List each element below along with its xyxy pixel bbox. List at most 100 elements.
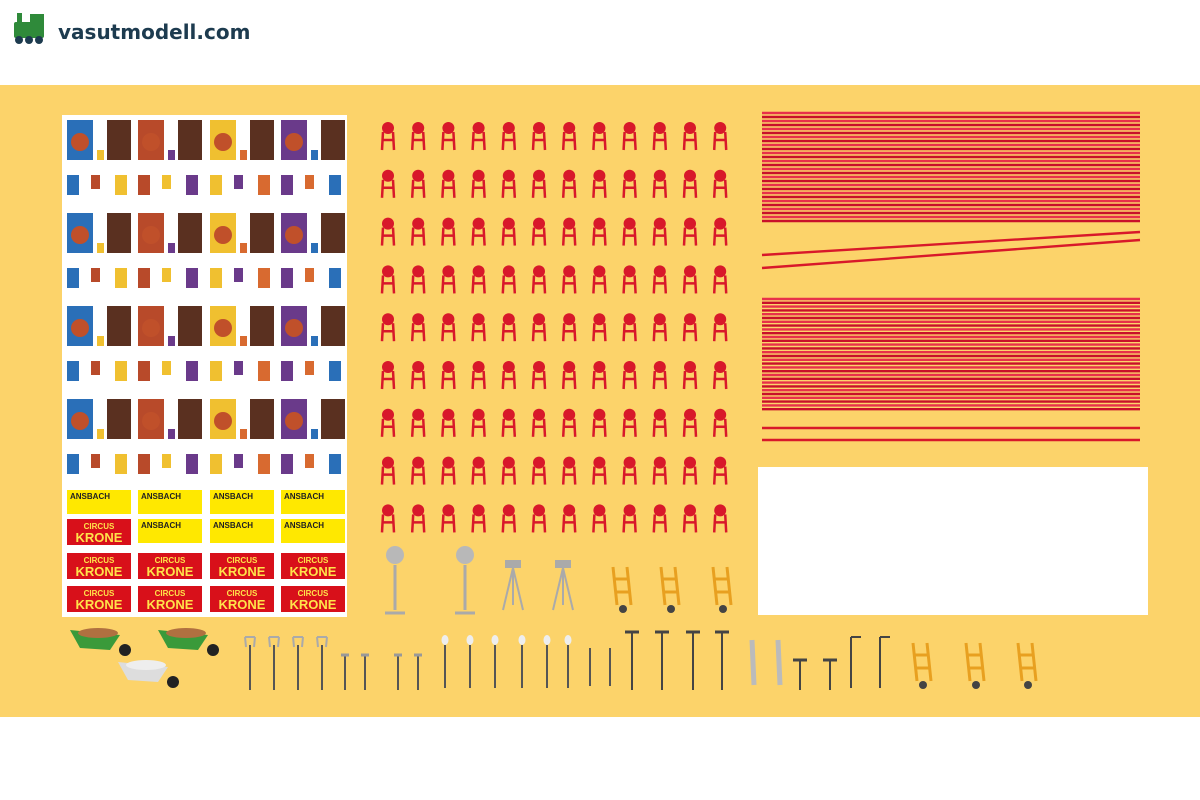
chair-seat bbox=[714, 217, 727, 230]
chair-legs bbox=[622, 323, 637, 342]
poster-small bbox=[329, 454, 341, 474]
poster-small bbox=[67, 361, 79, 381]
chair-legs bbox=[652, 370, 668, 390]
poster-small bbox=[329, 361, 341, 381]
chair-legs bbox=[712, 418, 728, 437]
krone-bottom: KRONE bbox=[147, 564, 194, 579]
chair-seat bbox=[533, 265, 545, 278]
chair-seat bbox=[684, 169, 696, 182]
hand-truck-wheel bbox=[972, 681, 980, 689]
chair-legs bbox=[592, 227, 607, 246]
chair-legs bbox=[592, 131, 607, 151]
chair-legs bbox=[410, 418, 426, 437]
shovel-head bbox=[543, 635, 551, 645]
chair-legs bbox=[592, 466, 607, 485]
krone-poster bbox=[281, 553, 345, 579]
chair-seat bbox=[412, 265, 425, 278]
tool bbox=[277, 636, 280, 648]
tool bbox=[502, 567, 514, 611]
poster-art bbox=[285, 226, 303, 244]
chair-legs bbox=[712, 227, 728, 246]
poster-small bbox=[240, 150, 247, 160]
poster-small bbox=[91, 268, 100, 282]
chair-legs bbox=[682, 323, 698, 342]
chair-seat bbox=[533, 217, 545, 230]
chair-seat bbox=[593, 361, 606, 373]
chair-seat bbox=[714, 265, 727, 278]
chair-seat bbox=[382, 265, 394, 278]
chair-seat bbox=[623, 265, 636, 278]
chair-legs bbox=[410, 323, 426, 342]
poster-small bbox=[311, 150, 318, 160]
chair-seat bbox=[442, 169, 455, 182]
chair-seat bbox=[502, 361, 515, 373]
chair-seat bbox=[442, 456, 455, 469]
chair-legs bbox=[652, 514, 668, 533]
poster-small bbox=[97, 429, 104, 439]
chair-seat bbox=[714, 408, 727, 421]
chair-seat bbox=[502, 169, 515, 182]
krone-poster bbox=[138, 586, 202, 612]
chair-legs bbox=[380, 418, 396, 437]
ansbach-poster bbox=[138, 490, 202, 514]
chair-legs bbox=[592, 418, 607, 437]
logo-wheel bbox=[15, 36, 23, 44]
chair-legs bbox=[531, 514, 547, 533]
poster-small bbox=[186, 268, 198, 288]
chair-seat bbox=[684, 217, 696, 230]
poster bbox=[250, 306, 274, 346]
krone-poster bbox=[67, 553, 131, 579]
krone-poster bbox=[210, 553, 274, 579]
poster-small bbox=[115, 175, 127, 195]
chair-legs bbox=[652, 275, 668, 294]
chair-seat bbox=[382, 217, 394, 230]
chair-legs bbox=[561, 227, 577, 246]
chair-legs bbox=[380, 466, 396, 485]
poster-small bbox=[91, 175, 100, 189]
chair-seat bbox=[563, 361, 576, 373]
chair-legs bbox=[622, 514, 637, 533]
ansbach-text: ANSBACH bbox=[213, 492, 253, 501]
poster-small bbox=[210, 175, 222, 195]
chair-seat bbox=[442, 361, 455, 373]
chair-legs bbox=[712, 466, 728, 485]
chair-legs bbox=[441, 370, 456, 390]
poster-small bbox=[186, 361, 198, 381]
chair-legs bbox=[531, 323, 547, 342]
chair-legs bbox=[531, 179, 547, 198]
chair-legs bbox=[441, 227, 456, 246]
chair-legs bbox=[501, 418, 517, 437]
chair-legs bbox=[712, 514, 728, 533]
chair-legs bbox=[501, 227, 517, 246]
chair-legs bbox=[561, 418, 577, 437]
chair-seat bbox=[412, 169, 425, 182]
chair-seat bbox=[533, 169, 545, 182]
poster-small bbox=[162, 268, 171, 282]
chair-legs bbox=[531, 370, 547, 390]
chair-legs bbox=[501, 131, 517, 151]
chair-seat bbox=[533, 313, 545, 326]
chair-seat bbox=[472, 456, 485, 469]
poster-small bbox=[311, 336, 318, 346]
chair-legs bbox=[471, 323, 486, 342]
spotlight bbox=[386, 546, 404, 564]
krone-top: CIRCUS bbox=[84, 556, 115, 565]
krone-poster bbox=[210, 586, 274, 612]
chair-seat bbox=[382, 169, 394, 182]
poster-small bbox=[305, 268, 314, 282]
chair-legs bbox=[652, 227, 668, 246]
shovel-head bbox=[518, 635, 526, 645]
poster bbox=[178, 399, 202, 439]
chair-seat bbox=[714, 169, 727, 182]
tool bbox=[562, 567, 574, 611]
chair-seat bbox=[684, 313, 696, 326]
chair-legs bbox=[561, 179, 577, 198]
krone-bottom: KRONE bbox=[76, 597, 123, 612]
hand-truck bbox=[964, 642, 986, 682]
chair-seat bbox=[653, 265, 666, 278]
chair-seat bbox=[653, 408, 666, 421]
poster-small bbox=[258, 361, 270, 381]
ansbach-text: ANSBACH bbox=[141, 492, 181, 501]
poster-small bbox=[168, 243, 175, 253]
ansbach-text: ANSBACH bbox=[284, 521, 324, 530]
